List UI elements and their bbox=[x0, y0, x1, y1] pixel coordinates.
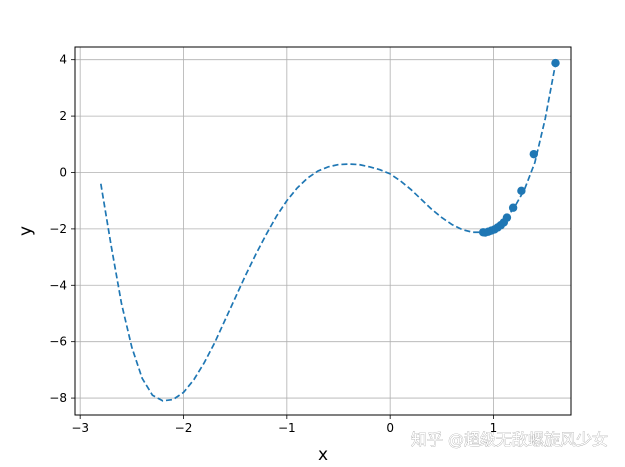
x-tick-label: 0 bbox=[386, 421, 394, 435]
series-layer bbox=[99, 58, 560, 402]
data-point bbox=[529, 149, 538, 159]
y-tick-label: −8 bbox=[49, 391, 67, 405]
data-point bbox=[551, 58, 560, 68]
data-point bbox=[517, 186, 526, 196]
y-axis-title: y bbox=[16, 226, 36, 236]
y-tick-label: 4 bbox=[59, 53, 67, 67]
x-axis-ticks: −3 −2 −1 0 1 bbox=[71, 415, 497, 435]
y-tick-label: −6 bbox=[49, 335, 67, 349]
curve-line bbox=[99, 63, 557, 402]
x-tick-label: −3 bbox=[71, 421, 89, 435]
x-tick-label: 1 bbox=[490, 421, 498, 435]
y-tick-label: −4 bbox=[49, 278, 67, 292]
plot-frame bbox=[74, 46, 572, 416]
x-tick-label: −1 bbox=[278, 421, 296, 435]
x-axis-title: x bbox=[318, 445, 328, 465]
y-tick-label: 0 bbox=[59, 165, 67, 179]
x-tick-label: −2 bbox=[175, 421, 193, 435]
watermark: 知乎 @超级无敌螺旋风少女 bbox=[411, 430, 608, 449]
y-axis-ticks: −8 −6 −4 −2 0 2 4 bbox=[49, 53, 75, 405]
data-point bbox=[502, 213, 512, 222]
data-point bbox=[508, 203, 518, 212]
y-tick-label: −2 bbox=[49, 222, 67, 236]
y-tick-label: 2 bbox=[59, 109, 67, 123]
